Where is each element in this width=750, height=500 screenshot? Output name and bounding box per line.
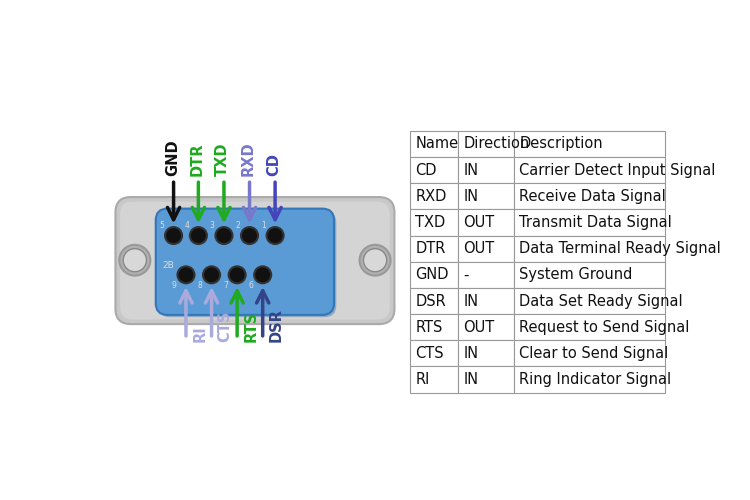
Text: TXD: TXD — [416, 215, 446, 230]
Text: Name: Name — [416, 136, 458, 152]
Text: RI: RI — [416, 372, 430, 387]
FancyBboxPatch shape — [120, 202, 390, 320]
Circle shape — [254, 266, 272, 283]
Text: System Ground: System Ground — [519, 268, 632, 282]
FancyBboxPatch shape — [156, 208, 334, 315]
Bar — [514, 262, 665, 288]
Bar — [458, 183, 514, 210]
Text: CTS: CTS — [416, 346, 444, 361]
Bar — [458, 236, 514, 262]
Bar — [458, 366, 514, 392]
Bar — [410, 366, 458, 392]
Text: 2: 2 — [236, 221, 240, 230]
Text: 4: 4 — [184, 221, 189, 230]
Bar — [410, 157, 458, 183]
Text: 9: 9 — [172, 281, 177, 290]
Circle shape — [178, 266, 194, 283]
Bar — [514, 183, 665, 210]
Text: IN: IN — [464, 372, 478, 387]
Text: Receive Data Signal: Receive Data Signal — [519, 189, 666, 204]
Bar — [410, 314, 458, 340]
Text: GND: GND — [416, 268, 448, 282]
Text: 7: 7 — [223, 281, 228, 290]
Text: IN: IN — [464, 162, 478, 178]
Text: DTR: DTR — [416, 241, 446, 256]
Bar — [410, 262, 458, 288]
Text: Data Set Ready Signal: Data Set Ready Signal — [519, 294, 682, 308]
Circle shape — [190, 227, 207, 244]
Text: GND: GND — [165, 140, 180, 176]
Text: 1: 1 — [261, 221, 266, 230]
Text: TXD: TXD — [215, 143, 230, 176]
Circle shape — [203, 266, 220, 283]
Bar — [514, 210, 665, 236]
Text: DTR: DTR — [190, 143, 205, 176]
Text: 2B: 2B — [163, 261, 175, 270]
Text: -: - — [464, 268, 469, 282]
Bar — [514, 288, 665, 314]
Text: Data Terminal Ready Signal: Data Terminal Ready Signal — [519, 241, 721, 256]
Bar — [514, 236, 665, 262]
Text: IN: IN — [464, 189, 478, 204]
Bar — [458, 340, 514, 366]
Text: 5: 5 — [160, 221, 164, 230]
Bar — [410, 236, 458, 262]
Text: OUT: OUT — [464, 320, 495, 334]
Text: CD: CD — [416, 162, 436, 178]
Bar — [458, 131, 514, 157]
Text: Direction: Direction — [464, 136, 530, 152]
Bar — [410, 210, 458, 236]
Text: 8: 8 — [197, 281, 202, 290]
Text: Transmit Data Signal: Transmit Data Signal — [519, 215, 672, 230]
Text: 3: 3 — [210, 221, 214, 230]
Text: 6: 6 — [248, 281, 254, 290]
Text: IN: IN — [464, 294, 478, 308]
Circle shape — [229, 266, 246, 283]
Text: IN: IN — [464, 346, 478, 361]
Text: RXD: RXD — [416, 189, 447, 204]
Bar — [458, 262, 514, 288]
Bar — [410, 340, 458, 366]
Bar — [458, 288, 514, 314]
Circle shape — [266, 227, 284, 244]
Bar — [410, 288, 458, 314]
Text: CTS: CTS — [217, 310, 232, 342]
Circle shape — [359, 245, 391, 276]
Bar — [514, 157, 665, 183]
Text: Ring Indicator Signal: Ring Indicator Signal — [519, 372, 671, 387]
Text: Request to Send Signal: Request to Send Signal — [519, 320, 689, 334]
Text: DSR: DSR — [269, 308, 284, 342]
Circle shape — [119, 245, 150, 276]
Bar — [410, 183, 458, 210]
Bar — [458, 314, 514, 340]
Text: RTS: RTS — [416, 320, 442, 334]
Bar — [458, 210, 514, 236]
Bar — [458, 157, 514, 183]
Circle shape — [241, 227, 258, 244]
Circle shape — [364, 248, 387, 272]
Circle shape — [215, 227, 232, 244]
Bar — [514, 340, 665, 366]
Text: OUT: OUT — [464, 215, 495, 230]
Text: Carrier Detect Input Signal: Carrier Detect Input Signal — [519, 162, 716, 178]
Circle shape — [165, 227, 182, 244]
Bar — [410, 131, 458, 157]
Circle shape — [123, 248, 146, 272]
Text: OUT: OUT — [464, 241, 495, 256]
Text: CD: CD — [266, 154, 281, 176]
FancyBboxPatch shape — [116, 197, 394, 324]
Text: RTS: RTS — [243, 310, 258, 342]
Text: RI: RI — [192, 325, 207, 342]
Bar — [514, 366, 665, 392]
Text: Description: Description — [519, 136, 603, 152]
FancyBboxPatch shape — [158, 211, 336, 317]
Bar — [514, 314, 665, 340]
Bar — [514, 131, 665, 157]
Text: RXD: RXD — [241, 142, 256, 176]
Text: DSR: DSR — [416, 294, 446, 308]
Text: Clear to Send Signal: Clear to Send Signal — [519, 346, 668, 361]
